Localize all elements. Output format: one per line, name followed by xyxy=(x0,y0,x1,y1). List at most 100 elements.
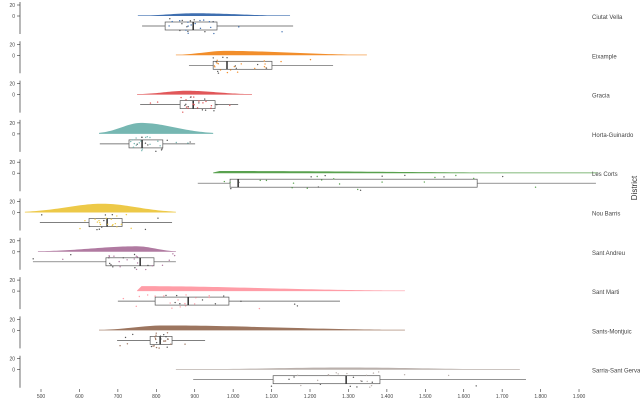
data-point xyxy=(230,187,232,190)
district-row: 20 0 Sant Andreu xyxy=(9,237,625,271)
data-point xyxy=(263,60,265,62)
y-axis-label: District xyxy=(630,175,639,200)
data-point xyxy=(187,107,189,110)
data-point xyxy=(202,102,204,104)
data-point xyxy=(111,214,114,216)
data-point xyxy=(136,262,139,264)
data-point xyxy=(292,182,295,184)
data-point xyxy=(229,104,231,107)
box xyxy=(128,139,164,149)
data-point xyxy=(333,178,335,180)
x-tick-label: 900 xyxy=(191,394,200,400)
data-point xyxy=(219,69,222,71)
data-point xyxy=(296,374,299,377)
x-tick-label: 1.700 xyxy=(496,394,509,400)
data-point xyxy=(140,140,142,142)
data-point xyxy=(359,189,362,191)
data-point xyxy=(403,374,406,376)
data-point xyxy=(381,175,383,177)
data-point xyxy=(101,226,103,228)
data-point xyxy=(195,297,197,299)
data-point xyxy=(193,104,195,106)
district-row: 20 0 Eixample xyxy=(9,41,617,74)
data-point xyxy=(173,254,176,257)
data-point xyxy=(204,31,206,33)
data-point xyxy=(293,376,295,378)
data-point xyxy=(216,103,218,106)
data-point xyxy=(217,63,219,65)
data-point xyxy=(198,102,200,104)
data-point xyxy=(217,70,219,73)
data-point xyxy=(194,22,196,25)
data-point xyxy=(153,345,155,347)
density-tick-label: 0 xyxy=(12,211,15,217)
box xyxy=(179,100,216,109)
data-point xyxy=(184,104,186,107)
data-point xyxy=(475,385,477,387)
data-point xyxy=(163,340,165,342)
data-point xyxy=(316,379,319,382)
data-point xyxy=(208,294,210,297)
data-point xyxy=(156,101,159,103)
data-point xyxy=(149,136,151,139)
data-point xyxy=(229,69,232,71)
district-row: 20 0 Sarria-Sant Gervasi xyxy=(9,355,640,388)
data-point xyxy=(130,140,132,143)
data-point xyxy=(157,140,159,142)
district-label: Les Corts xyxy=(592,172,618,178)
data-point xyxy=(174,301,176,304)
data-point xyxy=(160,149,163,151)
data-point xyxy=(193,96,195,98)
data-point xyxy=(423,181,426,183)
district-label: Eixample xyxy=(592,54,617,60)
data-point xyxy=(361,380,363,383)
data-point xyxy=(144,142,147,144)
district-row: 20 0 Sant Marti xyxy=(9,277,619,310)
density-tick-label: 0 xyxy=(12,328,15,334)
data-point xyxy=(187,30,189,33)
data-point xyxy=(300,384,302,387)
data-point xyxy=(240,63,242,65)
data-point xyxy=(175,294,178,297)
box xyxy=(154,296,230,306)
data-point xyxy=(193,303,196,305)
data-point xyxy=(155,332,157,334)
data-point xyxy=(181,23,183,25)
data-point xyxy=(125,213,128,216)
data-point xyxy=(185,103,187,106)
data-point xyxy=(88,225,91,228)
data-point xyxy=(212,21,214,23)
density-tick-label: 20 xyxy=(9,121,15,127)
district-label: Gracia xyxy=(592,94,610,100)
data-point xyxy=(155,338,157,341)
data-point xyxy=(163,333,165,336)
data-point xyxy=(105,217,107,220)
data-point xyxy=(443,176,445,178)
data-point xyxy=(455,174,457,177)
data-point xyxy=(356,386,358,388)
data-point xyxy=(163,295,165,297)
data-point xyxy=(164,340,166,342)
data-point xyxy=(126,259,128,261)
density-cloud xyxy=(175,50,367,56)
data-point xyxy=(296,305,299,307)
data-point xyxy=(179,29,181,32)
data-point xyxy=(205,100,207,103)
data-point xyxy=(381,181,383,183)
data-point xyxy=(202,19,205,21)
x-tick-label: 1.200 xyxy=(304,394,317,400)
data-point xyxy=(116,215,118,217)
density-cloud xyxy=(137,90,252,95)
data-point xyxy=(133,253,136,256)
data-point xyxy=(324,174,326,177)
data-point xyxy=(366,380,368,383)
data-point xyxy=(352,376,355,378)
data-point xyxy=(216,59,218,61)
data-point xyxy=(280,60,282,63)
data-point xyxy=(70,254,72,256)
box xyxy=(164,21,218,31)
data-point xyxy=(108,255,110,257)
data-point xyxy=(166,332,169,334)
data-point xyxy=(254,67,256,70)
